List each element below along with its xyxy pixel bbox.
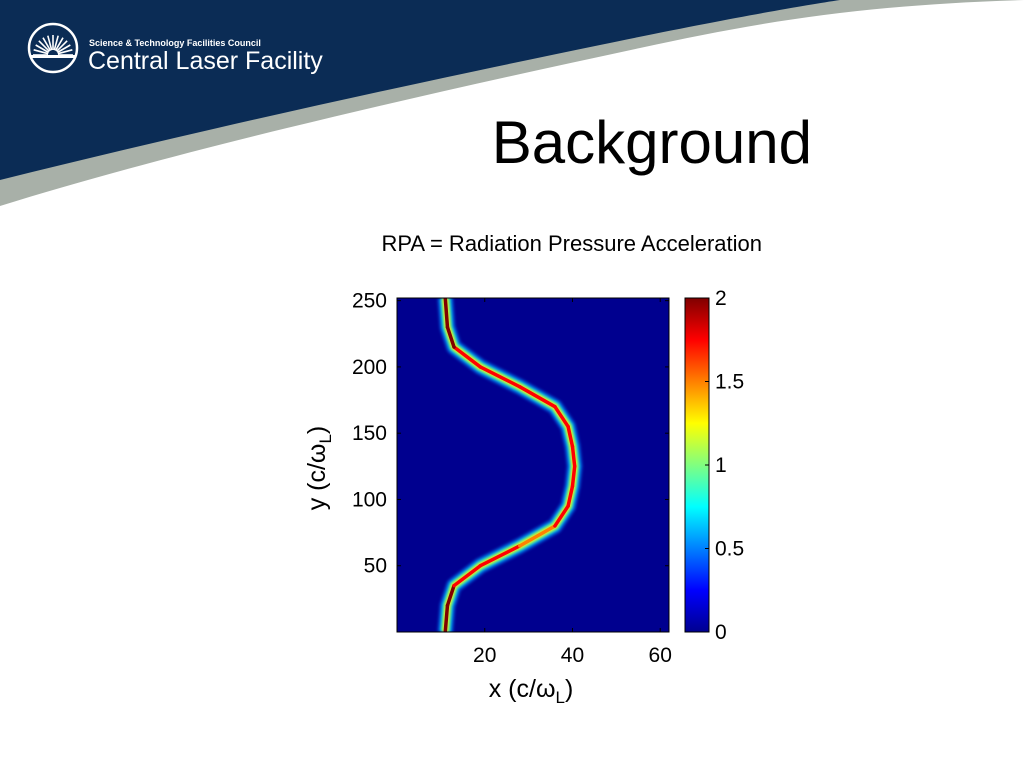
y-tick-label: 50 [364,555,387,578]
y-axis-ticks: 50 100 150 200 250 [352,290,669,578]
colorbar-tick-label: 0 [715,621,727,644]
ridge-segment [553,404,570,429]
ridge-segment [478,544,522,568]
ridge-segment [452,345,483,369]
plot-area [397,298,669,632]
ridge-segment [452,563,483,588]
x-axis-ticks: 20 40 60 [473,298,672,667]
ridge-segment [566,424,575,449]
ridge-segment [570,444,577,469]
x-tick-label: 60 [649,644,672,667]
y-tick-label: 200 [352,356,387,379]
ridge-segment [518,385,557,409]
y-tick-label: 100 [352,488,387,511]
ridge-segment [443,298,450,329]
plot-frame [396,297,670,633]
x-tick-label: 20 [473,644,496,667]
ridge-segment [570,464,577,488]
colorbar-tick-label: 1.5 [715,371,744,394]
x-axis-label: x (c/ωL) [489,675,574,707]
x-tick-label: 40 [561,644,584,667]
y-tick-label: 250 [352,290,387,313]
ridge-segment [478,365,522,389]
y-axis-label: y (c/ωL) [303,426,335,511]
banner-navy [0,0,840,180]
colorbar-ticks: 0 0.5 1 1.5 2 [705,287,744,644]
ridge-segment [518,524,557,548]
org-subtitle: Science & Technology Facilities Council [89,38,261,48]
colorbar-tick-label: 2 [715,287,727,310]
slide-subtitle: RPA = Radiation Pressure Acceleration [381,231,762,256]
org-name: Central Laser Facility [88,47,323,75]
ridge-segment [566,484,575,508]
ridge-segment [445,325,456,349]
slide-title: Background [491,109,812,176]
y-tick-label: 150 [352,422,387,445]
colorbar-tick-label: 0.5 [715,538,744,561]
ridge-segment [443,603,450,632]
ridge-segment [553,504,570,528]
header-banner [0,0,1024,206]
density-ridge [437,298,583,632]
sunburst-logo-icon [27,22,79,74]
ridge-segment [445,583,456,608]
colorbar-tick-label: 1 [715,454,727,477]
